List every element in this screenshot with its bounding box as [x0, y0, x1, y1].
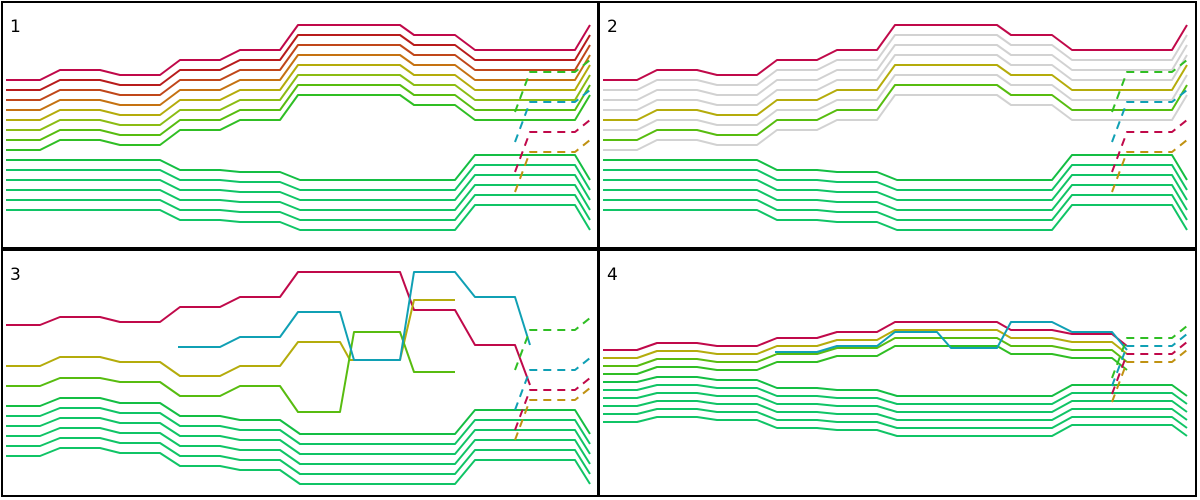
track-line	[603, 204, 1188, 231]
dashed-track	[1111, 119, 1188, 173]
dashed-track	[1111, 139, 1188, 193]
track-line	[6, 397, 591, 435]
panel-3: 3	[1, 249, 599, 497]
dashed-track	[514, 59, 591, 113]
track-group	[6, 24, 591, 231]
track-line	[6, 407, 591, 445]
track-line	[603, 164, 1188, 191]
dashed-track	[514, 89, 591, 143]
panel-label: 1	[10, 17, 21, 37]
track-line	[603, 34, 1188, 91]
track-line	[603, 154, 1188, 181]
panel-label: 4	[607, 265, 618, 285]
track-line	[603, 337, 1128, 367]
dashed-track	[514, 317, 591, 371]
panel-label: 2	[607, 17, 618, 37]
track-group	[603, 321, 1188, 437]
track-line	[6, 447, 591, 485]
track-line	[6, 204, 591, 231]
track-line	[603, 94, 1188, 151]
track-line	[603, 174, 1188, 201]
track-line	[6, 194, 591, 221]
dashed-track	[514, 387, 591, 441]
track-line	[6, 154, 591, 181]
track-line	[603, 24, 1188, 81]
panel-frame	[1, 1, 599, 249]
track-line	[603, 416, 1188, 437]
track-line	[6, 427, 591, 465]
panel-4: 4	[598, 249, 1197, 497]
track-line	[6, 299, 455, 377]
track-line	[6, 34, 591, 91]
dashed-track	[1111, 341, 1188, 395]
panel-1: 1	[1, 1, 599, 249]
track-line	[603, 84, 1188, 141]
panel-label: 3	[10, 265, 21, 285]
track-line	[603, 54, 1188, 111]
track-line	[178, 271, 531, 361]
track-line	[6, 24, 591, 81]
track-line	[6, 64, 591, 121]
panel-frame	[598, 1, 1197, 249]
track-line	[6, 74, 591, 131]
track-line	[6, 437, 591, 475]
track-group	[6, 271, 591, 485]
track-line	[6, 84, 591, 141]
track-line	[6, 54, 591, 111]
panel-2: 2	[598, 1, 1197, 249]
panel-frame	[598, 249, 1197, 497]
track-line	[603, 184, 1188, 211]
track-line	[603, 321, 1128, 351]
track-line	[6, 94, 591, 151]
track-line	[603, 384, 1188, 405]
track-line	[603, 376, 1188, 397]
track-group	[603, 24, 1188, 231]
track-line	[6, 184, 591, 211]
track-line	[603, 44, 1188, 101]
dashed-track	[1111, 89, 1188, 143]
dashed-track	[514, 139, 591, 193]
track-line	[603, 345, 1128, 375]
dashed-track	[1111, 333, 1188, 387]
track-line	[6, 331, 455, 413]
track-line	[603, 329, 1128, 359]
dashed-track	[514, 377, 591, 431]
track-line	[603, 64, 1188, 121]
track-line	[6, 164, 591, 191]
track-line	[6, 271, 531, 386]
track-line	[603, 400, 1188, 421]
dashed-track	[1111, 59, 1188, 113]
track-line	[6, 44, 591, 101]
track-line	[6, 417, 591, 455]
dashed-track	[514, 119, 591, 173]
track-line	[603, 74, 1188, 131]
track-line	[603, 392, 1188, 413]
dashed-track	[1111, 349, 1188, 403]
track-line	[603, 194, 1188, 221]
dashed-track	[514, 357, 591, 411]
track-line	[603, 408, 1188, 429]
track-line	[6, 174, 591, 201]
track-line	[775, 321, 1128, 353]
dashed-track	[1111, 325, 1188, 379]
